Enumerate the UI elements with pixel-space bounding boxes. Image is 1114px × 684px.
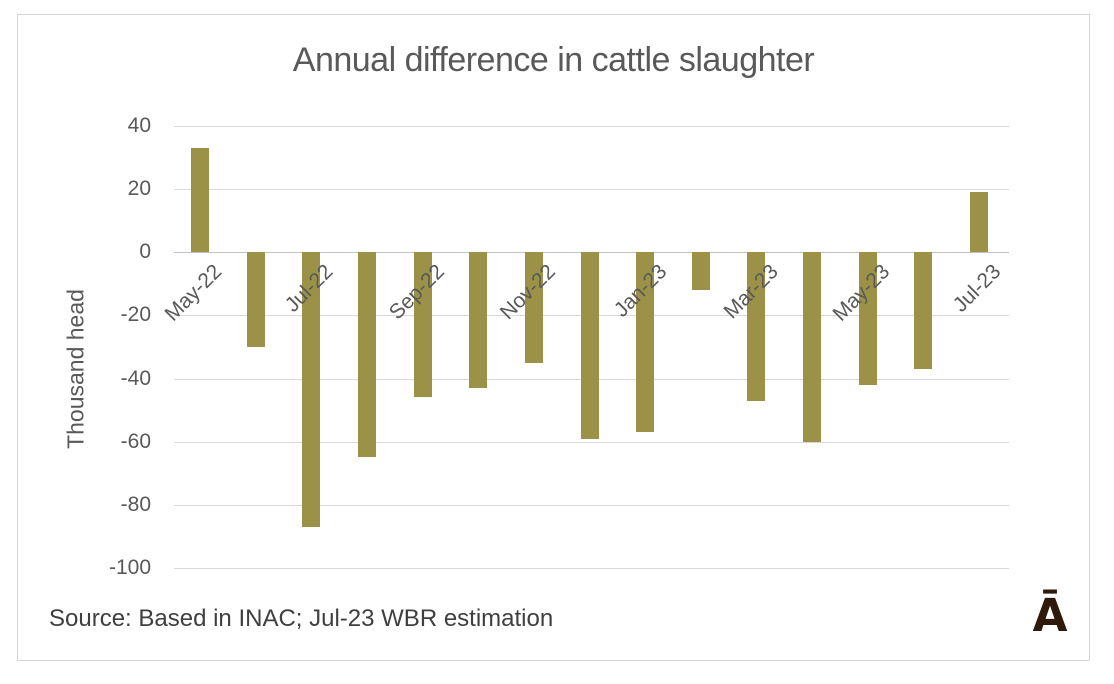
bar-jul-22 [302, 252, 321, 527]
bar-nov-22 [524, 252, 543, 363]
bar-sep-22 [413, 252, 432, 398]
bar-jan-23 [636, 252, 655, 433]
gridline [174, 504, 1009, 506]
y-tick-label: 0 [139, 240, 151, 264]
bar-jun-22 [246, 252, 265, 347]
bar-jun-23 [914, 252, 933, 370]
x-tick-label: May-22 [160, 260, 227, 327]
x-tick-label: Jul-23 [948, 260, 1006, 318]
bar-jul-23 [970, 192, 988, 253]
bar-apr-23 [803, 252, 821, 442]
gridline [174, 126, 1009, 127]
y-tick-label: -60 [120, 429, 151, 453]
y-tick-label: 40 [127, 114, 151, 137]
y-tick-label: -40 [120, 366, 151, 390]
bar-oct-22 [469, 252, 488, 389]
bar-dec-22 [580, 252, 599, 439]
chart-frame: Annual difference in cattle slaughter Th… [17, 14, 1090, 661]
source-note: Source: Based in INAC; Jul-23 WBR estima… [49, 605, 554, 632]
gridline [174, 441, 1009, 443]
y-tick-label: -100 [108, 556, 151, 579]
chart-title: Annual difference in cattle slaughter [292, 41, 815, 79]
bar-feb-23 [691, 252, 710, 291]
bar-may-22 [191, 148, 209, 253]
y-tick-label: -20 [120, 303, 151, 327]
gridline [174, 568, 1009, 569]
bar-mar-23 [747, 252, 766, 401]
bar-may-23 [858, 252, 877, 385]
bar-aug-22 [357, 252, 376, 458]
gridline [174, 189, 1009, 191]
y-tick-label: -80 [120, 492, 151, 516]
y-tick-label: 20 [127, 177, 151, 201]
logo-mark-icon: Ā [1032, 589, 1068, 642]
